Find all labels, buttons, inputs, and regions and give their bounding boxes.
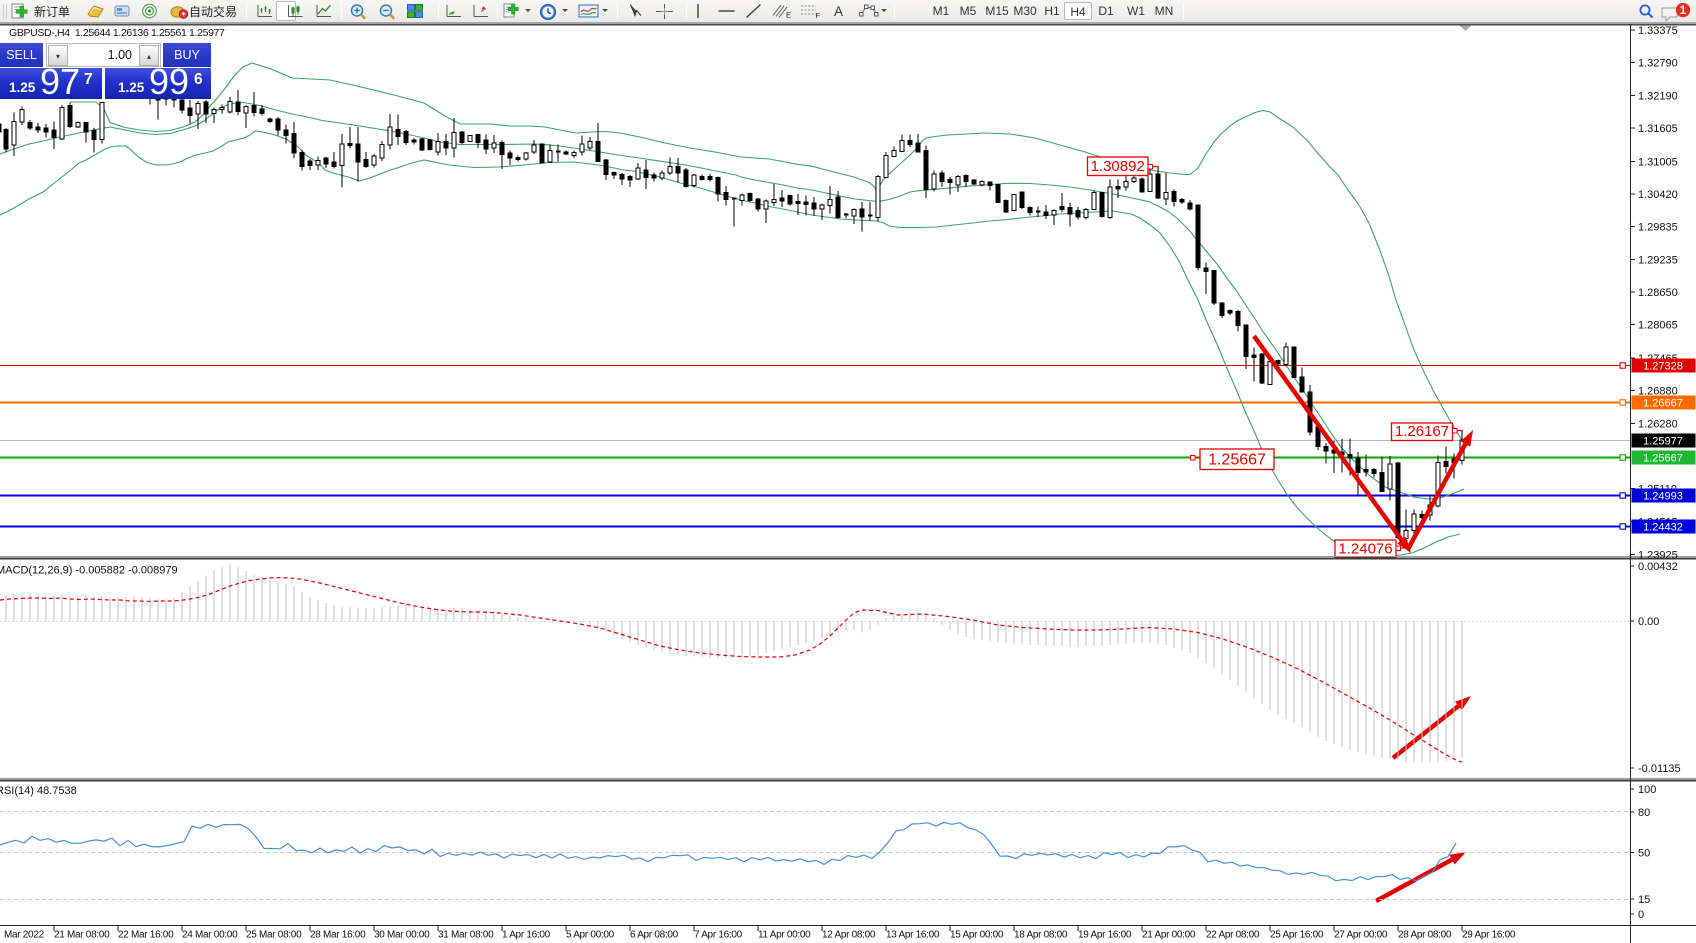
svg-text:1.29835: 1.29835 <box>1638 221 1678 233</box>
svg-text:31 Mar 08:00: 31 Mar 08:00 <box>438 930 494 941</box>
svg-text:0.00432: 0.00432 <box>1638 561 1678 573</box>
svg-text:24 Mar 00:00: 24 Mar 00:00 <box>182 930 238 941</box>
svg-text:1.24432: 1.24432 <box>1643 522 1683 534</box>
svg-text:0: 0 <box>1638 909 1644 921</box>
svg-text:1.24076: 1.24076 <box>1338 541 1392 558</box>
svg-text:1.33375: 1.33375 <box>1638 25 1678 37</box>
svg-text:22 Apr 08:00: 22 Apr 08:00 <box>1206 930 1260 941</box>
svg-text:13 Apr 16:00: 13 Apr 16:00 <box>886 930 940 941</box>
svg-text:1.31605: 1.31605 <box>1638 123 1678 135</box>
svg-text:1.31005: 1.31005 <box>1638 157 1678 169</box>
svg-text:5 Apr 00:00: 5 Apr 00:00 <box>566 930 615 941</box>
svg-text:1.30420: 1.30420 <box>1638 189 1678 201</box>
svg-text:1.26280: 1.26280 <box>1638 419 1678 431</box>
svg-text:12 Apr 08:00: 12 Apr 08:00 <box>822 930 876 941</box>
svg-text:29 Apr 16:00: 29 Apr 16:00 <box>1462 930 1516 941</box>
svg-text:1.24993: 1.24993 <box>1643 491 1683 503</box>
svg-text:11 Apr 00:00: 11 Apr 00:00 <box>758 930 811 941</box>
svg-text:1.26667: 1.26667 <box>1643 398 1683 410</box>
svg-text:27 Apr 00:00: 27 Apr 00:00 <box>1334 930 1388 941</box>
svg-text:1.28650: 1.28650 <box>1638 287 1678 299</box>
svg-text:15 Apr 00:00: 15 Apr 00:00 <box>950 930 1004 941</box>
svg-text:1.23925: 1.23925 <box>1638 549 1678 561</box>
svg-text:7 Apr 16:00: 7 Apr 16:00 <box>694 930 743 941</box>
svg-text:100: 100 <box>1638 784 1656 796</box>
svg-text:50: 50 <box>1638 848 1650 860</box>
svg-text:1.25977: 1.25977 <box>1643 436 1683 448</box>
svg-text:1.30892: 1.30892 <box>1091 158 1145 175</box>
svg-text:1.25667: 1.25667 <box>1643 453 1683 465</box>
svg-text:22 Mar 16:00: 22 Mar 16:00 <box>118 930 174 941</box>
svg-text:F: F <box>816 11 821 19</box>
svg-text:21 Mar 08:00: 21 Mar 08:00 <box>54 930 110 941</box>
svg-text:19 Apr 16:00: 19 Apr 16:00 <box>1078 930 1132 941</box>
svg-text:1.26880: 1.26880 <box>1638 385 1678 397</box>
svg-text:-0.01135: -0.01135 <box>1638 763 1681 775</box>
svg-text:1.26167: 1.26167 <box>1395 423 1449 440</box>
svg-text:1.25667: 1.25667 <box>1208 452 1266 469</box>
svg-text:MACD(12,26,9) -0.005882 -0.008: MACD(12,26,9) -0.005882 -0.008979 <box>0 565 178 577</box>
svg-text:25 Mar 08:00: 25 Mar 08:00 <box>246 930 302 941</box>
svg-text:18 Apr 08:00: 18 Apr 08:00 <box>1014 930 1068 941</box>
svg-text:28 Mar 16:00: 28 Mar 16:00 <box>310 930 366 941</box>
svg-text:1.32790: 1.32790 <box>1638 58 1678 70</box>
svg-text:Mar 2022: Mar 2022 <box>4 930 45 941</box>
svg-text:28 Apr 08:00: 28 Apr 08:00 <box>1398 930 1452 941</box>
svg-text:80: 80 <box>1638 807 1650 819</box>
svg-text:25 Apr 16:00: 25 Apr 16:00 <box>1270 930 1324 941</box>
svg-text:1.28065: 1.28065 <box>1638 320 1678 332</box>
svg-text:1.27328: 1.27328 <box>1643 361 1683 373</box>
svg-text:1.32190: 1.32190 <box>1638 91 1678 103</box>
svg-text:6 Apr 08:00: 6 Apr 08:00 <box>630 930 679 941</box>
svg-text:0.00: 0.00 <box>1638 616 1659 628</box>
svg-text:15: 15 <box>1638 894 1650 906</box>
svg-text:E: E <box>786 11 791 20</box>
svg-text:1.29235: 1.29235 <box>1638 255 1678 267</box>
svg-text:30 Mar 00:00: 30 Mar 00:00 <box>374 930 430 941</box>
svg-text:21 Apr 00:00: 21 Apr 00:00 <box>1142 930 1196 941</box>
svg-text:RSI(14) 48.7538: RSI(14) 48.7538 <box>0 785 77 797</box>
svg-text:1: 1 <box>1680 5 1687 17</box>
svg-text:1 Apr 16:00: 1 Apr 16:00 <box>502 930 551 941</box>
